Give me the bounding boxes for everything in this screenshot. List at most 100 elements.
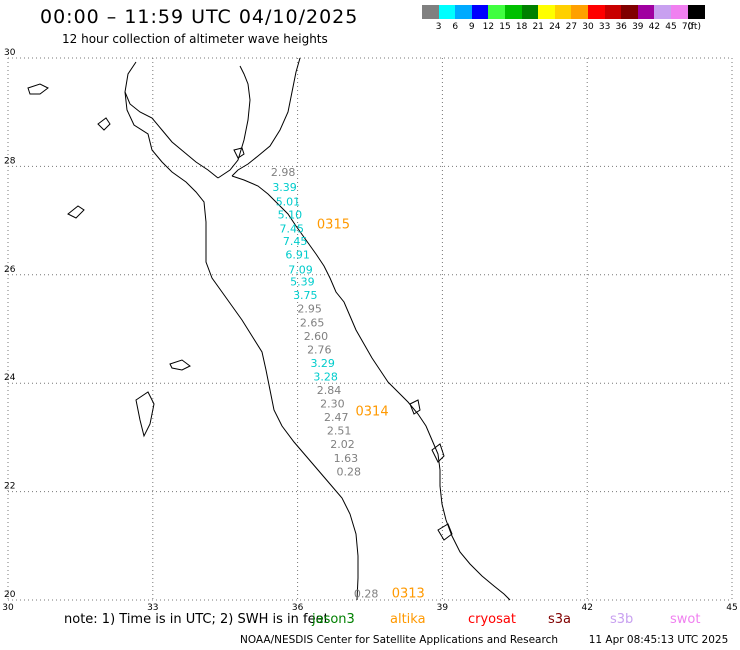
colorbar-label: 9: [468, 22, 475, 32]
colorbar-swatch: [455, 5, 473, 19]
lon-tick-label: 42: [581, 603, 592, 613]
colorbar-swatch: [671, 5, 688, 19]
lon-tick-label: 39: [437, 603, 449, 613]
wave-height-value: 2.76: [307, 343, 332, 356]
colorbar-label: 15: [499, 22, 511, 32]
wave-height-values: 2.983.395.015.107.457.456.917.095.393.75…: [271, 166, 379, 600]
wave-height-value: 7.45: [280, 223, 305, 236]
lon-tick-label: 36: [292, 603, 304, 613]
coastline-island: [409, 399, 421, 415]
colorbar-label: 27: [565, 22, 578, 32]
wave-height-value: 3.28: [313, 370, 338, 383]
colorbar-swatch: [538, 5, 556, 19]
satellite-legend-item: s3a: [548, 612, 572, 627]
colorbar-swatch: [588, 5, 605, 19]
wave-height-value: 2.95: [297, 303, 322, 316]
colorbar-label: 21: [532, 22, 544, 32]
coastline-gulf-of-aqaba: [231, 57, 301, 177]
wave-height-value: 2.84: [317, 384, 342, 397]
colorbar-label: 45: [665, 22, 677, 32]
coastline-island: [233, 147, 245, 159]
coastline-island: [135, 391, 155, 438]
satellite-legend-item: jason3: [312, 612, 355, 627]
coastline-island: [431, 443, 445, 463]
lon-tick-label: 30: [2, 603, 14, 613]
colorbar-swatch: [422, 5, 439, 19]
colorbar-swatch: [687, 5, 705, 19]
wave-height-value: 1.63: [334, 452, 359, 465]
wave-height-value: 6.91: [285, 249, 310, 262]
coastline-island: [67, 205, 85, 219]
coastline-gulf-of-suez: [124, 91, 219, 179]
coastline-african-coast: [124, 61, 359, 601]
colorbar-swatch: [604, 5, 622, 19]
pass-time-label: 0315: [317, 218, 350, 233]
lat-tick-label: 20: [4, 590, 16, 600]
coastline-island: [27, 83, 49, 95]
wave-height-value: 2.60: [304, 330, 329, 343]
coastline-sinai: [217, 65, 251, 179]
colorbar-label: 36: [615, 22, 627, 32]
wave-height-value: 5.39: [290, 276, 315, 289]
wave-height-value: 7.45: [283, 235, 308, 248]
coastline-arabian-coast: [231, 175, 511, 601]
colorbar-label: 6: [452, 22, 459, 32]
wave-height-value: 3.39: [272, 181, 297, 194]
colorbar-label: 24: [549, 22, 561, 32]
colorbar-label: 33: [598, 22, 611, 32]
colorbar-label: 12: [482, 22, 495, 32]
colorbar-swatch: [505, 5, 522, 19]
colorbar-swatch: [621, 5, 639, 19]
units-note: note: 1) Time is in UTC; 2) SWH is in fe…: [64, 612, 329, 627]
colorbar-swatch: [554, 5, 572, 19]
lat-tick-label: 26: [4, 265, 16, 275]
wave-height-value: 5.10: [278, 208, 303, 221]
colorbar-unit-label: (ft): [687, 22, 701, 32]
wave-height-value: 2.51: [327, 425, 352, 438]
colorbar-swatch: [654, 5, 672, 19]
page-subtitle: 12 hour collection of altimeter wave hei…: [62, 32, 328, 46]
footer-timestamp: 11 Apr 08:45:13 UTC 2025: [588, 634, 729, 646]
satellite-legend-item: altika: [390, 612, 426, 627]
wave-height-value: 2.98: [271, 166, 296, 179]
coastline-island: [169, 359, 191, 371]
colorbar-swatch: [571, 5, 589, 19]
wave-height-value: 2.65: [300, 316, 325, 329]
map-grid: [7, 57, 733, 601]
coastline-island: [437, 523, 453, 541]
wave-height-value: 7.09: [288, 264, 313, 277]
satellite-legend-item: swot: [670, 612, 701, 627]
page-title: 00:00 – 11:59 UTC 04/10/2025: [40, 6, 359, 28]
lat-tick-label: 22: [4, 482, 15, 492]
wave-height-value: 0.28: [337, 465, 362, 478]
colorbar-swatch: [471, 5, 489, 19]
wave-height-value: 3.29: [310, 357, 335, 370]
colorbar-label: 39: [632, 22, 644, 32]
pass-labels: 0315 0314 0313: [317, 218, 425, 602]
pass-time-label: 0314: [356, 405, 389, 420]
colorbar-label: 18: [515, 22, 528, 32]
colorbar-swatch: [488, 5, 506, 19]
wave-height-value: 2.02: [330, 438, 355, 451]
wave-height-value: 5.01: [276, 195, 301, 208]
colorbar-label: 42: [648, 22, 661, 32]
lon-tick-label: 45: [726, 603, 737, 613]
footer-agency: NOAA/NESDIS Center for Satellite Applica…: [240, 634, 558, 646]
satellite-legend-item: s3b: [610, 612, 634, 627]
lon-tick-label: 33: [147, 603, 158, 613]
satellite-legend-item: cryosat: [468, 612, 516, 627]
wave-height-value: 2.47: [324, 411, 349, 424]
colorbar-label: 70: [681, 22, 694, 32]
colorbar-swatch: [438, 5, 456, 19]
lat-tick-label: 30: [4, 48, 16, 58]
colorbar-swatch: [521, 5, 539, 19]
colorbar-label: 3: [435, 22, 442, 32]
axis-tick-labels: 30 28 26 24 22 20 30 33 36 39 42 45: [2, 48, 737, 613]
colorbar-swatch: [637, 5, 655, 19]
wave-height-value: 0.28: [354, 587, 379, 600]
lat-tick-label: 28: [4, 156, 16, 166]
coastline: [27, 57, 511, 601]
wave-height-value: 3.75: [293, 289, 318, 302]
pass-time-label: 0313: [392, 586, 425, 601]
